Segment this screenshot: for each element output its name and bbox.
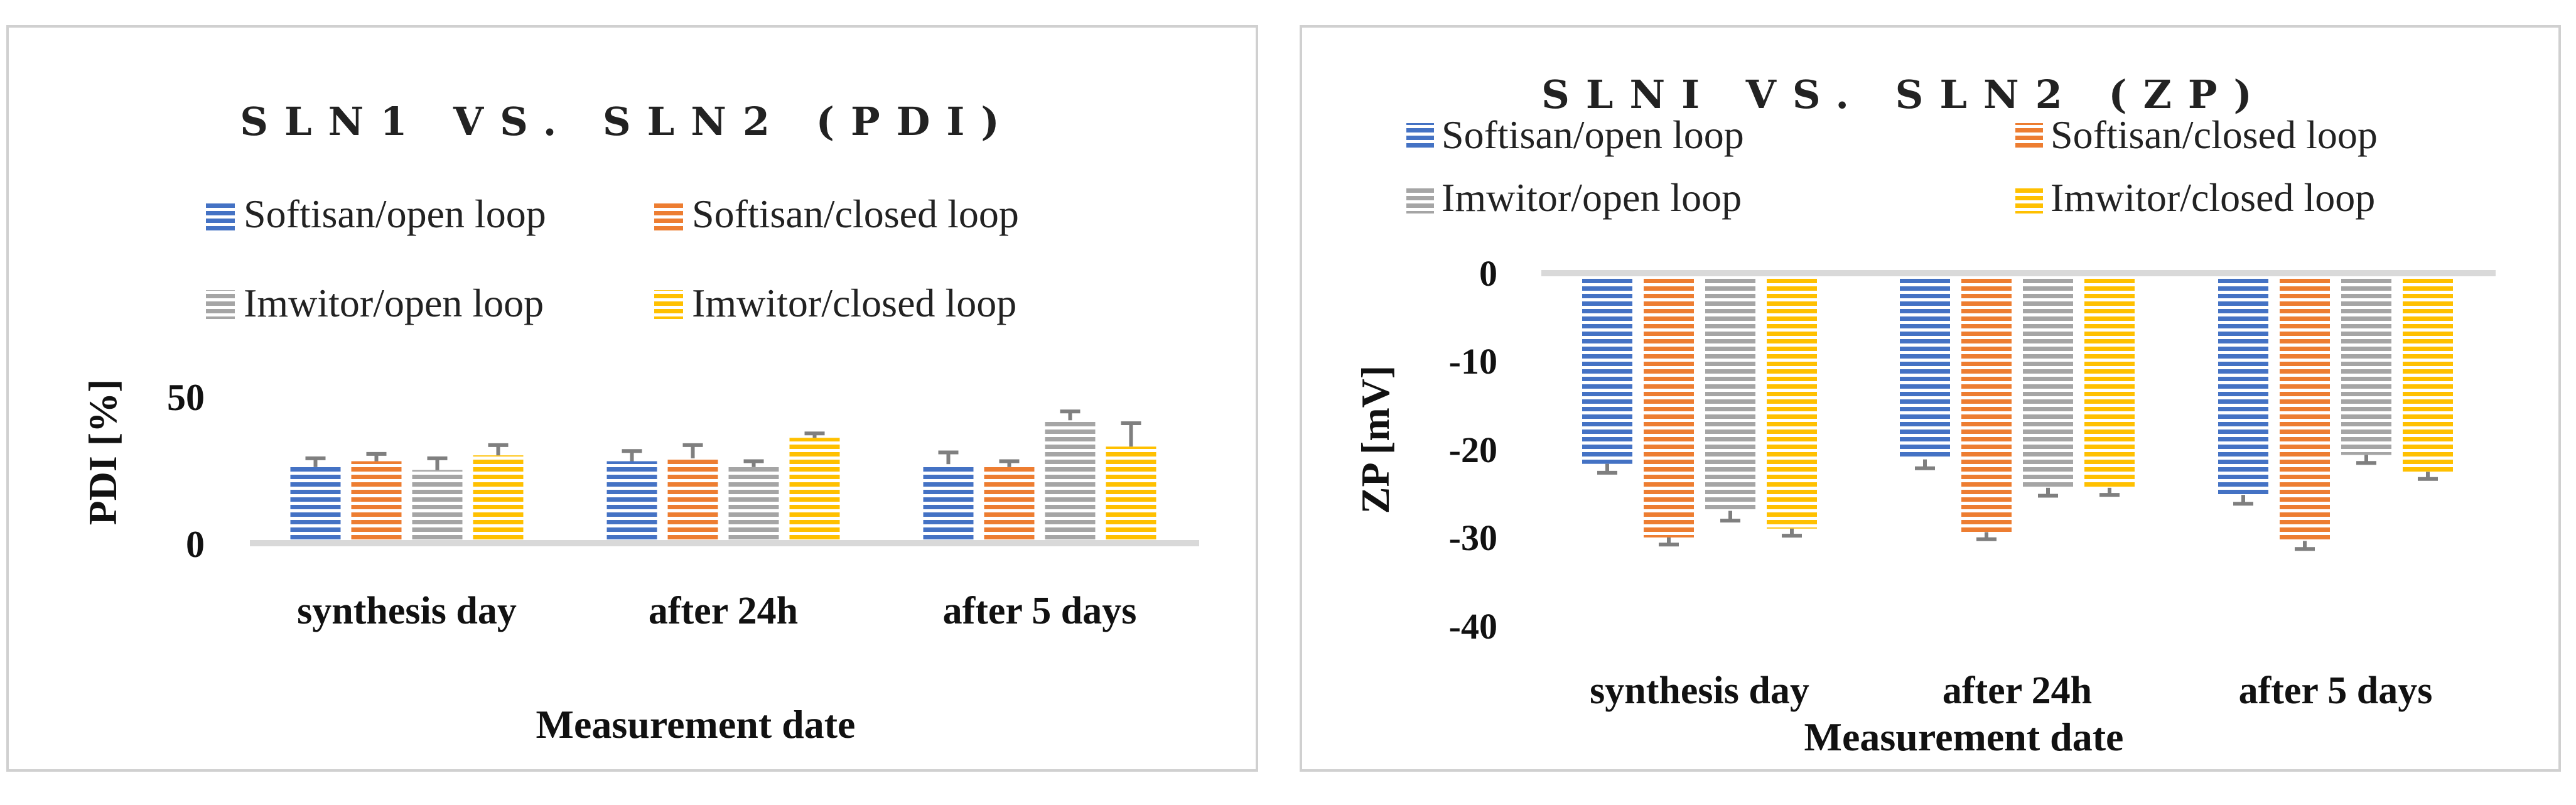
pdi-bar-softisan-closed-loop-after-24h (667, 458, 718, 543)
pdi-category-label-synthesis-day: synthesis day (297, 590, 517, 632)
zp-ytick-minus-30: -30 (1449, 517, 1497, 558)
zp-legend-label-imwitor-closed: Imwitor/closed loop (2051, 175, 2375, 220)
pdi-chart-frame (6, 25, 1258, 772)
pdi-legend-swatch-softisan-closed (654, 202, 683, 231)
zp-legend-label-softisan-open: Softisan/open loop (1442, 112, 1744, 157)
pdi-chart: SLN1 VS. SLN2 (PDI) Softisan/open loop S… (6, 25, 1258, 772)
zp-bar-imwitor-closed-loop-after-24h (2084, 273, 2135, 488)
pdi-legend-label-softisan-closed: Softisan/closed loop (692, 192, 1019, 236)
pdi-legend: Softisan/open loop Softisan/closed loop … (206, 192, 1019, 325)
pdi-legend-label-imwitor-closed: Imwitor/closed loop (692, 281, 1016, 325)
pdi-bars (290, 409, 1156, 543)
zp-bar-softisan-open-loop-after-5-days (2218, 273, 2268, 495)
pdi-chart-title: SLN1 VS. SLN2 (PDI) (240, 99, 1015, 144)
zp-legend-label-imwitor-open: Imwitor/open loop (1442, 175, 1742, 220)
pdi-bar-imwitor-closed-loop-after-5-days (1106, 446, 1156, 543)
zp-x-axis-label: Measurement date (1804, 715, 2124, 759)
pdi-ytick-50: 50 (167, 377, 205, 418)
zp-legend: Softisan/open loop Softisan/closed loop … (1406, 112, 2378, 220)
zp-bar-softisan-open-loop-synthesis-day (1582, 273, 1632, 464)
pdi-legend-swatch-imwitor-open (206, 290, 235, 319)
zp-bar-softisan-closed-loop-synthesis-day (1644, 273, 1694, 538)
zp-bar-imwitor-open-loop-after-24h (2023, 273, 2073, 488)
pdi-bar-imwitor-open-loop-synthesis-day (412, 470, 463, 543)
zp-chart: SLNI VS. SLN2 (ZP) Softisan/open loop So… (1300, 25, 2561, 772)
pdi-ytick-0: 0 (186, 524, 205, 565)
pdi-category-label-after-24h: after 24h (649, 590, 798, 632)
zp-legend-swatch-softisan-closed (2015, 123, 2043, 151)
zp-category-label-after-5-days: after 5 days (2239, 669, 2433, 712)
pdi-y-axis-label: PDI [%] (80, 379, 125, 526)
zp-chart-title: SLNI VS. SLN2 (ZP) (1541, 72, 2268, 117)
zp-bar-imwitor-closed-loop-after-5-days (2403, 273, 2453, 472)
zp-legend-swatch-softisan-open (1406, 123, 1434, 151)
pdi-legend-swatch-imwitor-closed (654, 290, 683, 319)
zp-ytick-minus-20: -20 (1449, 430, 1497, 470)
zp-legend-label-softisan-closed: Softisan/closed loop (2051, 112, 2378, 157)
pdi-bar-imwitor-closed-loop-synthesis-day (473, 455, 524, 543)
zp-legend-swatch-imwitor-open (1406, 186, 1434, 213)
zp-category-label-after-24h: after 24h (1943, 669, 2092, 712)
zp-ytick-0: 0 (1479, 253, 1497, 294)
pdi-legend-swatch-softisan-open (206, 202, 235, 231)
zp-bar-imwitor-open-loop-synthesis-day (1705, 273, 1755, 511)
zp-category-label-synthesis-day: synthesis day (1590, 669, 1809, 712)
pdi-bar-imwitor-open-loop-after-5-days (1045, 420, 1096, 543)
zp-bars (1582, 273, 2453, 551)
pdi-bar-imwitor-open-loop-after-24h (728, 467, 779, 543)
pdi-legend-label-imwitor-open: Imwitor/open loop (244, 281, 544, 325)
zp-bar-softisan-closed-loop-after-5-days (2280, 273, 2330, 541)
zp-ytick-minus-40: -40 (1449, 606, 1497, 647)
zp-y-axis-label: ZP [mV] (1353, 365, 1398, 514)
pdi-category-label-after-5-days: after 5 days (943, 590, 1137, 632)
zp-legend-swatch-imwitor-closed (2015, 186, 2043, 213)
pdi-bar-softisan-open-loop-synthesis-day (290, 467, 341, 543)
pdi-x-axis-label: Measurement date (536, 702, 856, 747)
pdi-bar-softisan-open-loop-after-24h (606, 461, 657, 543)
zp-bar-softisan-closed-loop-after-24h (1961, 273, 2012, 532)
zp-bar-imwitor-open-loop-after-5-days (2341, 273, 2391, 455)
pdi-bar-softisan-closed-loop-after-5-days (984, 467, 1035, 543)
zp-ytick-minus-10: -10 (1449, 341, 1497, 382)
zp-bar-softisan-open-loop-after-24h (1900, 273, 1950, 460)
pdi-bar-softisan-closed-loop-synthesis-day (351, 461, 402, 543)
pdi-bar-softisan-open-loop-after-5-days (923, 464, 974, 543)
pdi-legend-label-softisan-open: Softisan/open loop (244, 192, 546, 236)
zp-bar-imwitor-closed-loop-synthesis-day (1767, 273, 1817, 529)
pdi-bar-imwitor-closed-loop-after-24h (789, 438, 840, 543)
